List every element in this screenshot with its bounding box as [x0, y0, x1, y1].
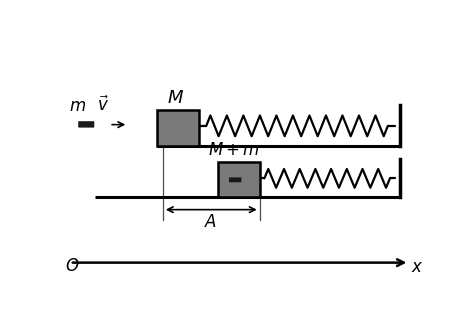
- Text: $M + m$: $M + m$: [208, 141, 260, 159]
- Text: $m$: $m$: [69, 97, 86, 115]
- Text: $M$: $M$: [167, 89, 184, 108]
- Text: $A$: $A$: [204, 213, 217, 231]
- FancyBboxPatch shape: [229, 177, 242, 182]
- Text: $x$: $x$: [411, 258, 423, 276]
- FancyBboxPatch shape: [78, 121, 94, 128]
- Bar: [218, 162, 260, 197]
- Bar: [157, 110, 199, 146]
- Text: $O$: $O$: [65, 257, 80, 275]
- Text: $\vec{v}$: $\vec{v}$: [97, 95, 109, 115]
